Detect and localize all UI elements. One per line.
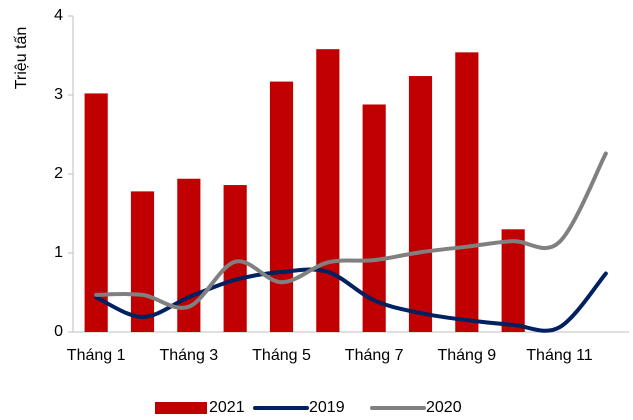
bar [130,191,155,332]
y-tick-label: 1 [54,244,63,261]
x-tick-label: Tháng 1 [67,347,126,364]
legend-label: 2021 [209,399,245,416]
bar [316,49,340,333]
bar [223,185,247,332]
line [94,267,608,333]
x-tick-label: Tháng 7 [345,347,404,364]
x-tick-label: Tháng 9 [437,347,496,364]
y-tick-label: 3 [54,86,63,103]
bar [408,76,433,332]
y-tick-label: 0 [54,323,63,340]
x-tick-label: Tháng 5 [252,347,311,364]
legend-label: 2019 [309,399,345,416]
legend-label: 2020 [426,399,462,416]
y-tick-label: 4 [54,7,63,24]
bar [269,81,294,332]
line [94,151,608,310]
legend-swatch [155,402,207,414]
bar [84,93,108,332]
y-tick-label: 2 [54,165,63,182]
x-tick-label: Tháng 11 [526,347,593,364]
y-axis-label: Triệu tấn [13,27,30,90]
x-tick-label: Tháng 3 [159,347,218,364]
bar [362,104,386,332]
bar [455,52,479,333]
bar [501,229,525,332]
